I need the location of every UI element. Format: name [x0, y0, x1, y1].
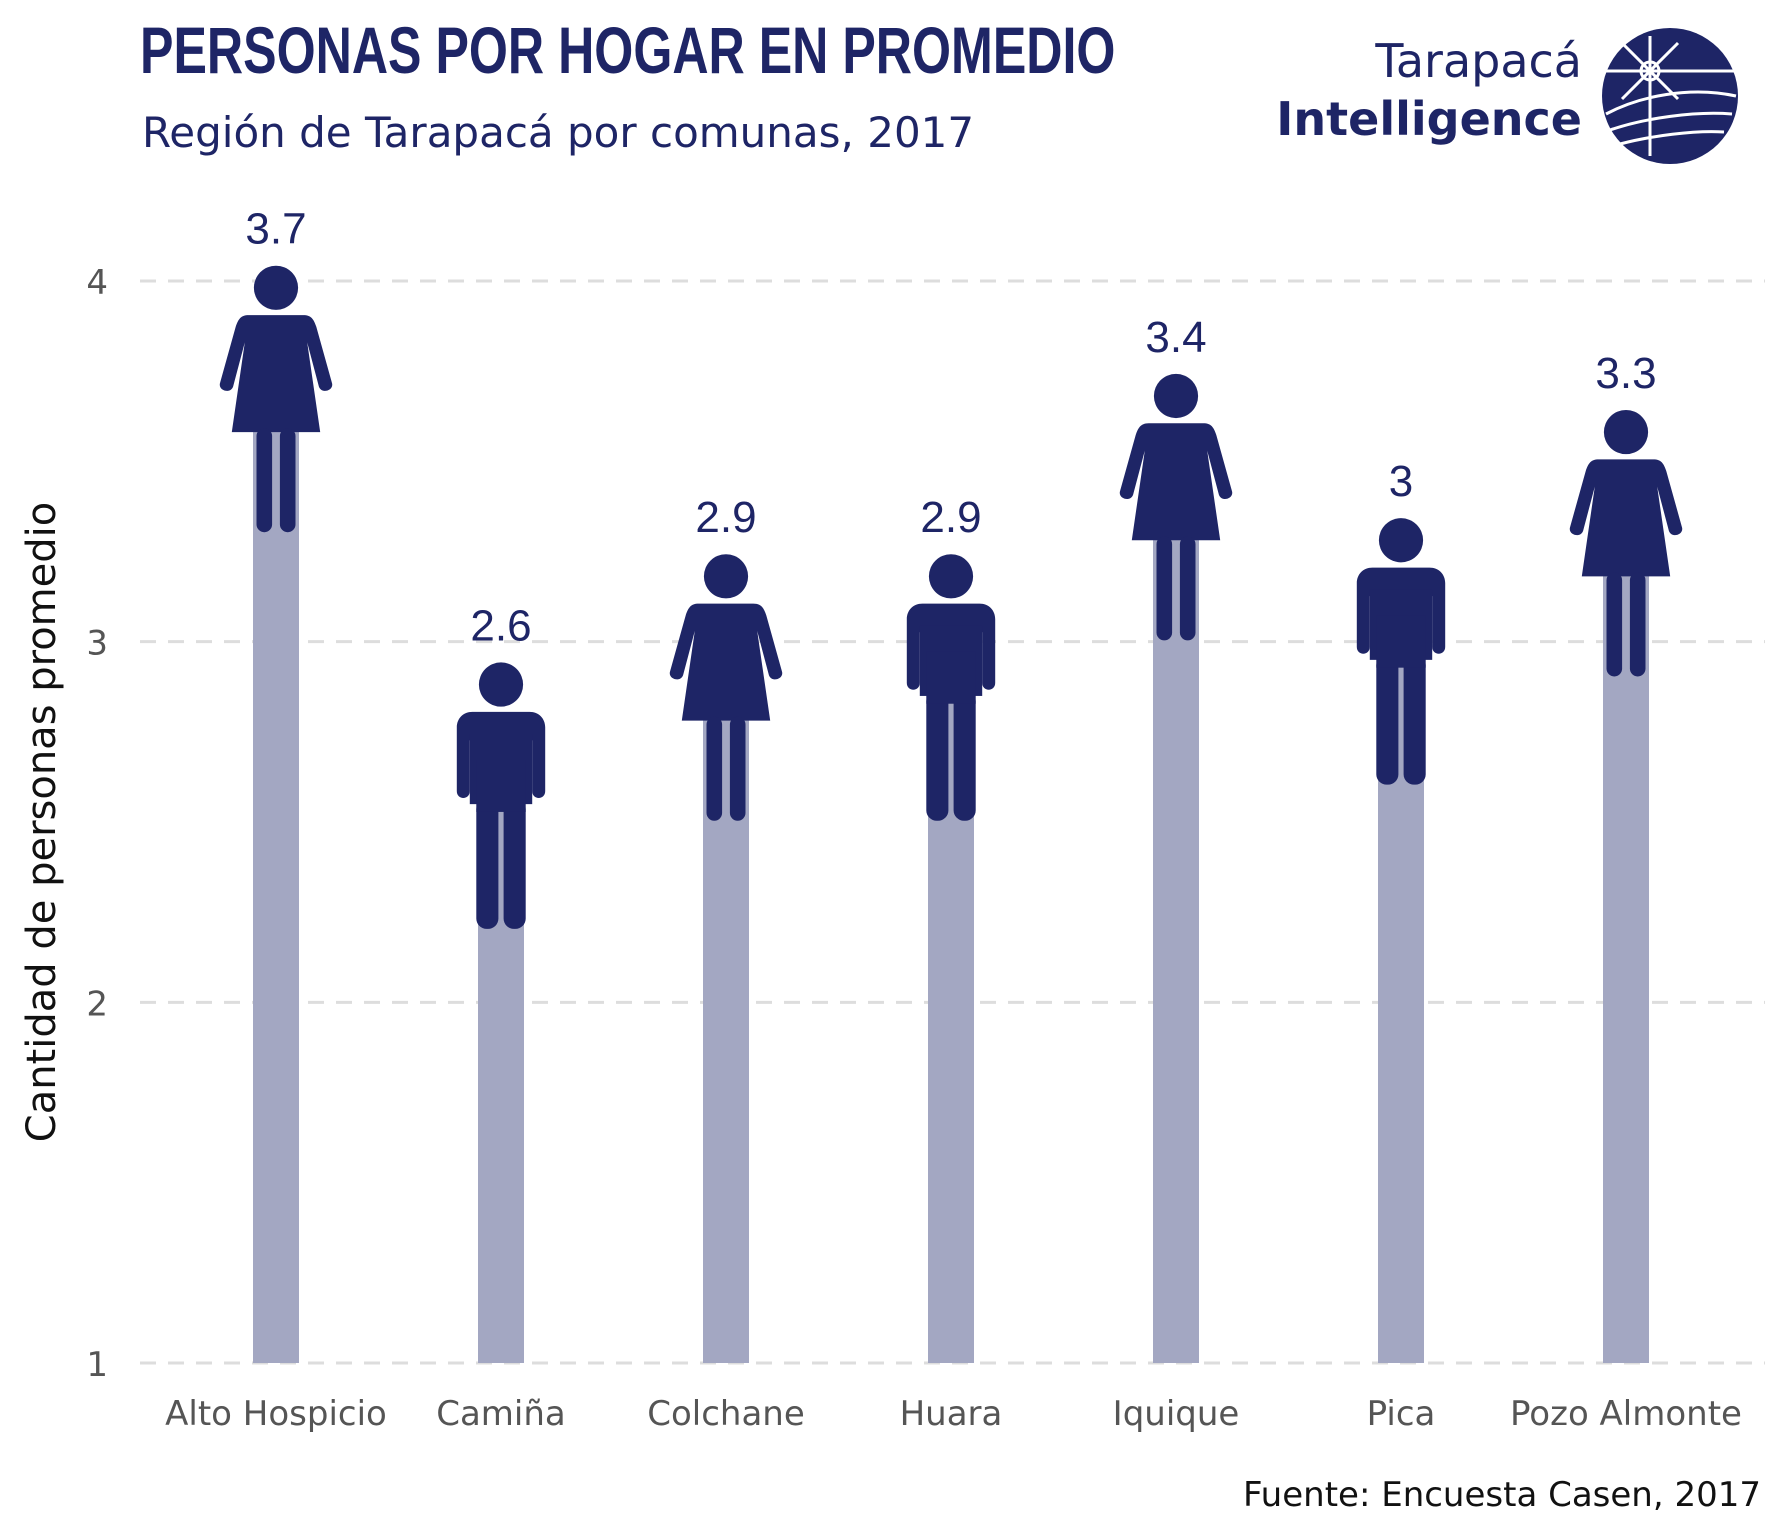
female-icon [1119, 373, 1233, 641]
male-icon [1356, 518, 1446, 785]
female-icon [1569, 409, 1683, 677]
x-tick-label: Camiña [436, 1394, 566, 1434]
chart-title: PERSONAS POR HOGAR EN PROMEDIO [140, 13, 1116, 87]
y-axis-label: Cantidad de personas promedio [19, 502, 65, 1142]
logo-text-intelligence: Intelligence [1276, 92, 1582, 146]
logo: Tarapacá Intelligence [1276, 20, 1760, 170]
source-note: Fuente: Encuesta Casen, 2017 [1242, 1475, 1761, 1515]
male-icon [456, 662, 546, 929]
female-icon [219, 265, 333, 533]
data-label: 2.9 [695, 493, 756, 542]
y-tick-label: 4 [86, 263, 108, 303]
tarapaca-intelligence-logo-icon [1602, 28, 1738, 164]
data-label: 3 [1389, 457, 1413, 506]
y-tick-label: 2 [86, 984, 108, 1024]
x-tick-label: Huara [900, 1394, 1003, 1434]
male-icon [906, 554, 996, 821]
y-tick-label: 1 [86, 1345, 108, 1385]
x-tick-label: Pozo Almonte [1510, 1394, 1742, 1434]
x-tick-label: Colchane [647, 1394, 805, 1434]
bar [253, 389, 299, 1363]
chart-subtitle: Región de Tarapacá por comunas, 2017 [142, 108, 975, 157]
data-label: 2.6 [470, 601, 531, 650]
data-label: 3.3 [1595, 349, 1656, 398]
data-label: 2.9 [920, 493, 981, 542]
x-tick-label: Iquique [1113, 1394, 1240, 1434]
female-icon [669, 554, 783, 821]
data-label: 3.7 [245, 205, 306, 254]
data-label: 3.4 [1145, 313, 1206, 362]
logo-text-tarapaca: Tarapacá [1375, 34, 1582, 88]
y-tick-label: 3 [86, 624, 108, 664]
x-tick-label: Alto Hospicio [165, 1394, 387, 1434]
bar [1153, 497, 1199, 1363]
x-tick-label: Pica [1367, 1394, 1436, 1434]
